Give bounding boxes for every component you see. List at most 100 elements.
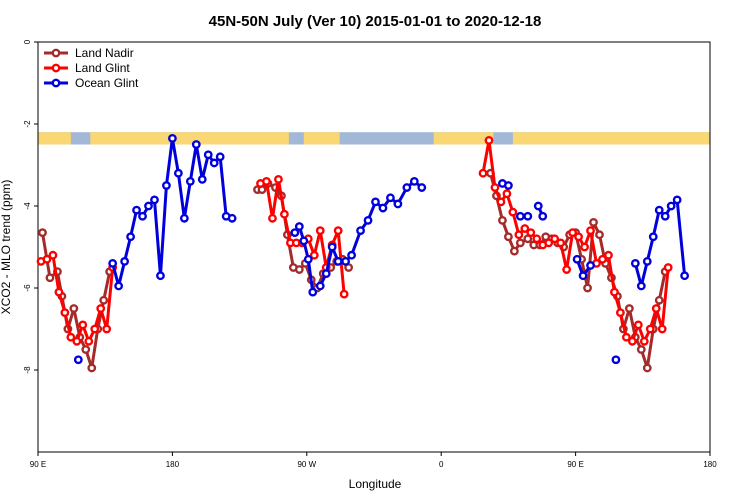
data-point-land-nadir xyxy=(515,238,525,248)
data-point-land-nadir xyxy=(69,304,79,313)
strip-land xyxy=(512,132,710,145)
data-point-land-nadir xyxy=(589,217,598,227)
data-point-land-glint xyxy=(262,176,271,186)
data-point-ocean-glint xyxy=(120,256,130,266)
chart-title: 45N-50N July (Ver 10) 2015-01-01 to 2020… xyxy=(209,13,542,30)
data-point-land-glint xyxy=(333,226,343,236)
data-point-land-glint xyxy=(66,332,76,342)
x-tick-label: 0 xyxy=(439,460,444,469)
data-point-land-nadir xyxy=(498,215,507,225)
data-point-land-glint xyxy=(72,336,82,346)
data-point-ocean-glint xyxy=(515,211,525,221)
data-point-land-nadir xyxy=(87,363,97,373)
data-point-land-nadir xyxy=(595,230,604,240)
series-ocean-glint xyxy=(73,133,690,365)
data-point-ocean-glint xyxy=(347,250,356,260)
data-point-land-glint xyxy=(502,189,512,199)
data-point-land-glint xyxy=(556,238,566,248)
data-point-land-glint xyxy=(496,197,506,207)
data-point-ocean-glint xyxy=(503,181,513,190)
data-point-land-nadir xyxy=(45,273,55,283)
data-point-land-glint xyxy=(478,168,488,178)
data-point-land-glint xyxy=(490,183,500,192)
y-tick-label: -4 xyxy=(23,202,32,210)
data-point-ocean-glint xyxy=(209,158,219,168)
series-land-nadir xyxy=(38,168,670,373)
data-point-ocean-glint xyxy=(533,201,543,211)
data-point-land-glint xyxy=(514,230,524,240)
data-point-ocean-glint xyxy=(654,205,664,215)
legend-label-land-glint: Land Glint xyxy=(75,61,130,75)
data-point-ocean-glint xyxy=(341,256,351,266)
land-ocean-strip xyxy=(38,132,710,145)
data-point-ocean-glint xyxy=(660,211,670,221)
strip-land xyxy=(303,132,340,145)
x-tick-label: 180 xyxy=(166,460,180,469)
data-point-ocean-glint xyxy=(642,256,652,266)
x-axis-label: Longitude xyxy=(349,477,402,491)
data-point-land-glint xyxy=(339,289,349,299)
data-point-land-nadir xyxy=(294,265,304,274)
data-point-land-glint xyxy=(574,232,583,242)
legend-label-ocean-glint: Ocean Glint xyxy=(75,76,139,90)
y-tick-label: 0 xyxy=(23,39,32,44)
data-point-ocean-glint xyxy=(162,181,171,190)
data-point-land-glint xyxy=(580,242,589,252)
data-point-ocean-glint xyxy=(393,199,403,209)
x-tick-label: 90 W xyxy=(297,460,316,469)
data-point-land-glint xyxy=(48,250,58,260)
data-point-land-glint xyxy=(568,228,578,238)
data-point-land-glint xyxy=(544,238,554,248)
data-point-land-glint xyxy=(562,265,572,274)
data-point-ocean-glint xyxy=(523,211,533,221)
data-point-ocean-glint xyxy=(363,215,373,225)
series-land-glint xyxy=(36,135,673,346)
data-point-land-nadir xyxy=(583,283,592,293)
data-point-ocean-glint xyxy=(150,195,159,205)
data-point-ocean-glint xyxy=(156,271,165,281)
data-point-land-glint xyxy=(42,254,52,264)
data-point-ocean-glint xyxy=(630,258,640,268)
y-tick-label: -6 xyxy=(23,284,32,292)
x-tick-label: 90 E xyxy=(30,460,46,469)
data-point-land-glint xyxy=(633,320,643,330)
data-point-land-glint xyxy=(520,224,530,233)
legend-marker-land-nadir xyxy=(51,48,61,58)
data-point-land-nadir xyxy=(636,345,646,354)
data-point-ocean-glint xyxy=(215,152,225,162)
data-point-ocean-glint xyxy=(378,203,388,213)
strip-land xyxy=(433,132,494,145)
data-point-land-glint xyxy=(621,332,631,342)
data-point-land-glint xyxy=(526,228,536,238)
legend-marker-ocean-glint xyxy=(51,78,61,88)
data-point-land-nadir xyxy=(99,295,109,305)
data-point-land-glint xyxy=(78,320,88,330)
y-axis: 0 -2 -4 -6 -8 xyxy=(23,39,38,374)
data-point-ocean-glint xyxy=(321,269,331,279)
data-point-land-glint xyxy=(645,324,655,334)
data-point-ocean-glint xyxy=(409,176,419,186)
data-point-land-glint xyxy=(508,207,518,217)
data-point-land-glint xyxy=(532,234,542,244)
data-point-land-nadir xyxy=(624,304,634,313)
data-point-ocean-glint xyxy=(672,195,682,205)
data-point-land-glint xyxy=(598,254,607,264)
data-point-ocean-glint xyxy=(132,205,141,215)
data-point-ocean-glint xyxy=(586,261,595,270)
series-layer xyxy=(36,133,690,373)
data-point-land-glint xyxy=(639,336,649,346)
data-point-land-nadir xyxy=(654,295,664,305)
data-point-land-glint xyxy=(550,234,560,244)
data-point-ocean-glint xyxy=(138,211,147,221)
data-point-land-glint xyxy=(268,213,277,223)
y-tick-label: -8 xyxy=(23,366,32,374)
data-point-ocean-glint xyxy=(73,355,83,365)
data-point-ocean-glint xyxy=(538,211,548,221)
data-point-ocean-glint xyxy=(126,232,135,242)
data-point-land-glint xyxy=(90,324,100,334)
data-point-land-glint xyxy=(604,250,613,260)
strip-land xyxy=(90,132,289,145)
data-point-ocean-glint xyxy=(197,174,207,184)
data-point-ocean-glint xyxy=(356,226,365,236)
